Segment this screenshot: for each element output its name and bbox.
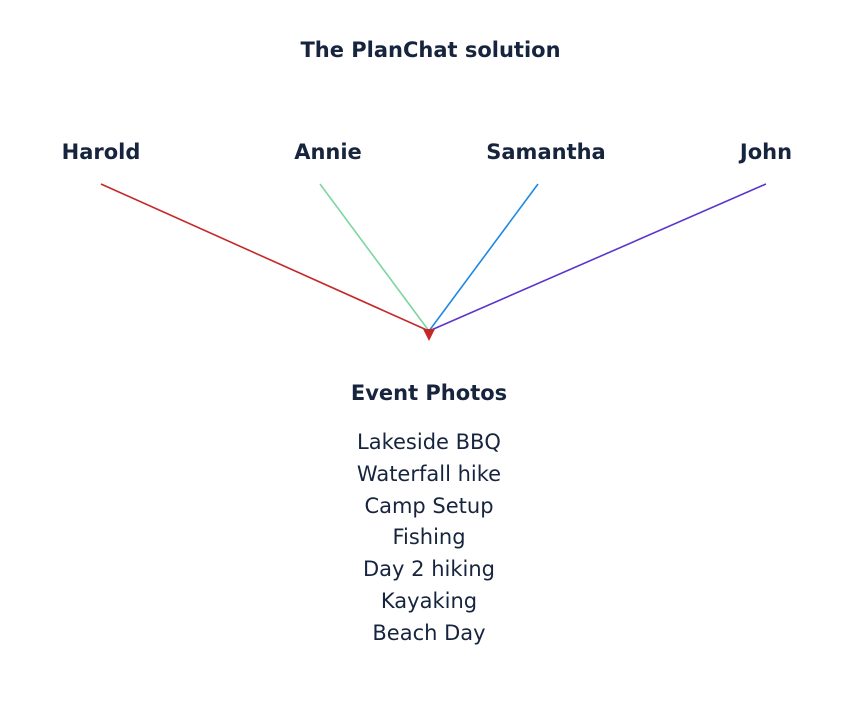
person-samantha: Samantha	[486, 140, 606, 164]
list-item: Day 2 hiking	[363, 557, 495, 582]
connector-annie	[319, 183, 430, 332]
list-item: Beach Day	[372, 620, 486, 645]
person-john: John	[739, 140, 793, 164]
person-harold: Harold	[61, 140, 141, 164]
list-item: Fishing	[392, 525, 466, 550]
event-photos-list: Lakeside BBQ Waterfall hike Camp Setup F…	[0, 427, 861, 650]
connector-samantha	[428, 183, 539, 332]
list-item: Camp Setup	[364, 493, 494, 518]
arrow-head-icon	[423, 329, 435, 341]
connector-john	[428, 183, 767, 332]
list-item: Lakeside BBQ	[357, 430, 501, 454]
diagram-title: The PlanChat solution	[300, 38, 561, 62]
list-item: Kayaking	[380, 588, 478, 613]
connector-harold	[100, 183, 430, 332]
list-item: Waterfall hike	[356, 461, 502, 486]
person-annie: Annie	[294, 140, 362, 164]
event-photos-title: Event Photos	[350, 381, 508, 405]
